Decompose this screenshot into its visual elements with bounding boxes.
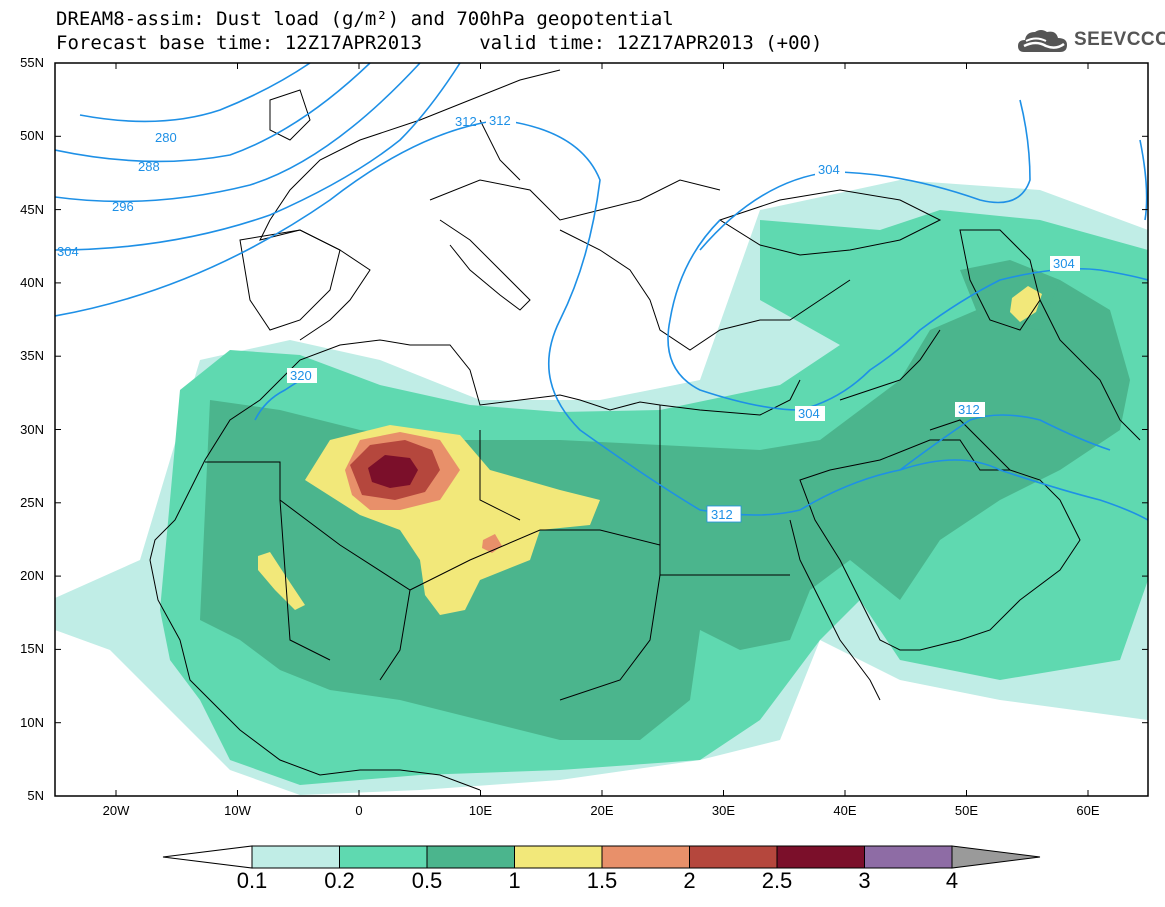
lon-tick-label: 60E: [1076, 803, 1100, 818]
colorbar-low-arrow: [162, 845, 253, 869]
contour-312-west: [55, 119, 1148, 521]
lon-tick-label: 20E: [590, 803, 614, 818]
coast-red-sea: [789, 519, 881, 701]
coast-europe: [259, 69, 561, 341]
contour-312-east: [899, 414, 1111, 471]
colorbar-label: 2: [683, 868, 696, 893]
colorbar-boxes: [251, 845, 1041, 869]
dust-level-1-small: [258, 552, 305, 610]
dust-shading-layer: [55, 180, 1148, 795]
contour-label: 312: [958, 402, 980, 417]
colorbar-swatch: [426, 845, 515, 869]
lat-tick-label: 40N: [20, 274, 44, 290]
colorbar-swatch: [339, 845, 428, 869]
colorbar-label: 1.5: [586, 868, 618, 893]
tick-marks: [55, 62, 1148, 797]
dust-level-2.5: [368, 455, 418, 488]
colorbar-label: 3: [858, 868, 871, 893]
lat-tick-label: 5N: [27, 788, 44, 803]
lat-tick-label: 50N: [20, 128, 44, 144]
border-europe-1: [429, 179, 721, 221]
colorbar-label: 4: [945, 868, 959, 893]
colorbar-label: 1: [508, 868, 521, 893]
lat-tick-label: 55N: [20, 55, 44, 70]
lon-tick-label: 10E: [468, 803, 493, 818]
colorbar-swatch: [251, 845, 340, 869]
border-sahara-1: [205, 461, 661, 591]
coast-italy: [439, 219, 531, 311]
coast-black-sea: [718, 189, 942, 256]
contour-304-arc: [699, 99, 1031, 251]
colorbar-swatch: [689, 845, 778, 869]
colorbar-label: 0.1: [236, 868, 268, 893]
contour-304: [55, 63, 461, 251]
lat-tick-label: 20N: [20, 568, 44, 584]
coastlines-borders: [149, 69, 1141, 791]
contour-label: 304: [798, 406, 820, 421]
seevccc-logo: SEEVCCC: [1016, 26, 1165, 54]
contour-label: 312: [455, 114, 477, 129]
lon-tick-label: 30E: [711, 803, 736, 818]
border-iran: [1039, 299, 1141, 441]
dust-level-0.5: [200, 280, 1130, 740]
lon-tick-label: 0: [355, 803, 363, 818]
coast-balkans-greece: [559, 229, 851, 351]
lon-tick-label: 10W: [224, 803, 251, 818]
contour-280: [79, 63, 311, 123]
contour-label: 304: [1053, 256, 1075, 271]
colorbar-label: 0.2: [324, 868, 355, 893]
coast-africa-west: [149, 559, 481, 791]
colorbar-swatch: [601, 845, 690, 869]
contour-label: 280: [155, 130, 177, 145]
contour-label: 288: [138, 159, 160, 174]
colorbar-label: 2.5: [761, 868, 793, 893]
border-sahara-2: [379, 589, 411, 681]
contour-288: [55, 63, 371, 163]
colorbar-swatch: [514, 845, 603, 869]
lon-tick-label: 50E: [954, 803, 979, 818]
contour-label: 320: [290, 368, 312, 383]
lat-tick-label: 10N: [20, 714, 44, 730]
border-mali: [279, 499, 331, 661]
lat-tick-label: 30N: [20, 421, 44, 437]
lat-tick-label: 25N: [20, 494, 44, 510]
colorbar-swatch: [864, 845, 953, 869]
coast-persian-gulf: [929, 419, 1011, 471]
lon-tick-label: 20W: [102, 803, 130, 818]
colorbar-swatch: [776, 845, 865, 869]
contour-label: 296: [112, 199, 134, 214]
lat-tick-label: 35N: [20, 348, 44, 364]
coast-british-isles: [269, 89, 311, 141]
coast-caspian: [959, 229, 1041, 331]
contour-boxed-labels: 312 320 304 304 304 312 312: [287, 113, 1080, 523]
border-sudan: [559, 574, 661, 701]
contour-label: 312: [711, 507, 733, 522]
border-europe-2: [479, 119, 521, 181]
border-middle-east: [839, 329, 941, 401]
contour-label: 304: [57, 244, 79, 259]
geopotential-contours: [55, 63, 1148, 521]
colorbar-label: 0.5: [411, 868, 443, 893]
contour-label: 304: [818, 162, 840, 177]
contour-far-east: [1139, 139, 1148, 221]
map-title-line2: Forecast base time: 12Z17APR2013 valid t…: [56, 32, 823, 54]
coast-africa-north: [149, 339, 801, 561]
coast-iberia: [239, 229, 341, 331]
lat-tick-label: 45N: [20, 201, 44, 217]
border-algeria: [479, 430, 521, 521]
logo-text: SEEVCCC: [1074, 29, 1165, 50]
dust-level-1-caspian: [1010, 286, 1042, 322]
contour-label: 312: [489, 113, 511, 128]
colorbar-high-arrow: [951, 845, 1041, 869]
contour-label-group: 280 288 296 312 304: [57, 114, 477, 259]
cloud-logo-icon: [1018, 30, 1067, 52]
map-title-line1: DREAM8-assim: Dust load (g/m²) and 700hP…: [56, 8, 674, 30]
contour-296: [55, 63, 421, 203]
lat-tick-label: 15N: [20, 641, 44, 657]
lon-tick-label: 40E: [833, 803, 857, 818]
